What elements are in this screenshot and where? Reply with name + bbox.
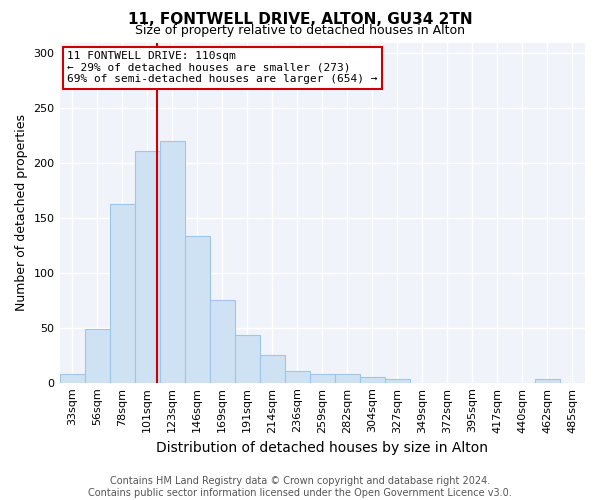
Bar <box>134 151 160 382</box>
Bar <box>160 142 185 382</box>
Y-axis label: Number of detached properties: Number of detached properties <box>15 114 28 311</box>
Bar <box>285 370 310 382</box>
Bar <box>310 374 335 382</box>
Bar <box>85 329 110 382</box>
Text: 11, FONTWELL DRIVE, ALTON, GU34 2TN: 11, FONTWELL DRIVE, ALTON, GU34 2TN <box>128 12 472 28</box>
Bar <box>59 374 85 382</box>
Bar <box>235 336 260 382</box>
Bar <box>185 236 209 382</box>
Bar <box>110 204 134 382</box>
Bar <box>209 300 235 382</box>
Bar <box>360 377 385 382</box>
Bar <box>385 380 410 382</box>
Bar <box>335 374 360 382</box>
Text: Contains HM Land Registry data © Crown copyright and database right 2024.
Contai: Contains HM Land Registry data © Crown c… <box>88 476 512 498</box>
Bar <box>535 380 560 382</box>
Text: 11 FONTWELL DRIVE: 110sqm
← 29% of detached houses are smaller (273)
69% of semi: 11 FONTWELL DRIVE: 110sqm ← 29% of detac… <box>67 51 378 84</box>
Bar <box>260 355 285 382</box>
Text: Size of property relative to detached houses in Alton: Size of property relative to detached ho… <box>135 24 465 37</box>
X-axis label: Distribution of detached houses by size in Alton: Distribution of detached houses by size … <box>156 441 488 455</box>
